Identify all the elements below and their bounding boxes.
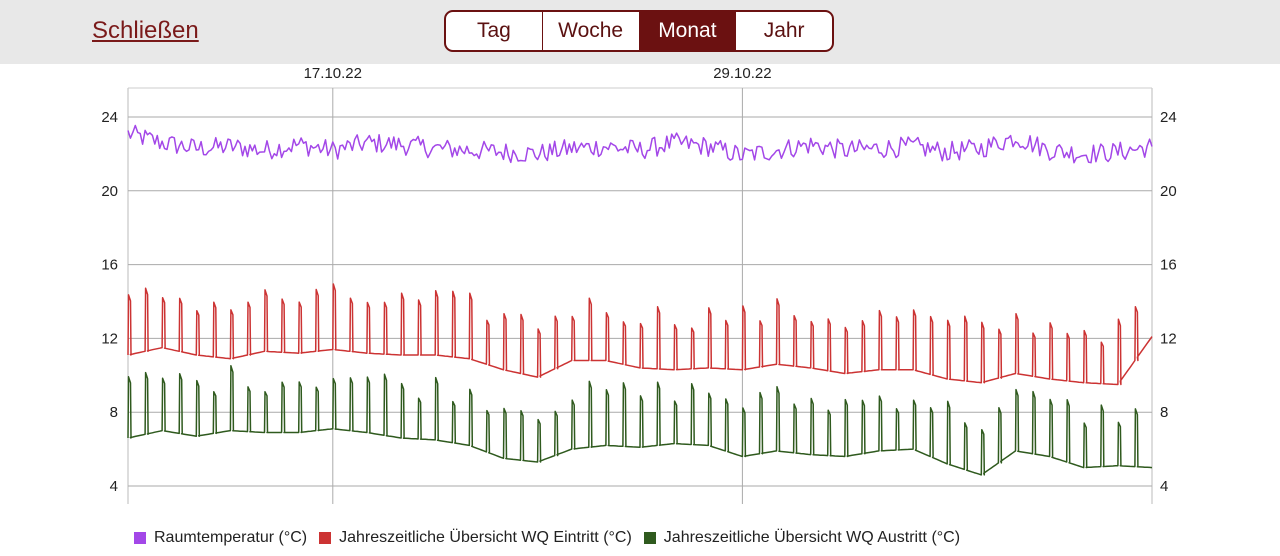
y-tick-label-right: 16 [1160,257,1177,274]
y-tick-label-right: 20 [1160,183,1177,200]
period-segmented-control: Tag Woche Monat Jahr [444,10,834,52]
series-line-1 [127,283,1153,386]
series-line-2 [127,365,1153,476]
close-link[interactable]: Schließen [92,17,199,44]
legend-item-eintritt: Jahreszeitliche Übersicht WQ Eintritt (°… [319,529,632,547]
y-tick-label-right: 4 [1160,478,1168,495]
series-line-0 [127,124,1153,164]
series-layer [127,124,1153,476]
y-tick-label-left: 20 [101,183,118,200]
tab-tag[interactable]: Tag [446,12,543,50]
y-tick-label-right: 24 [1160,109,1177,126]
tab-jahr[interactable]: Jahr [763,19,805,42]
legend-label: Raumtemperatur (°C) [154,529,308,546]
legend: Raumtemperatur (°C) Jahreszeitliche Über… [134,529,972,547]
legend-swatch [319,532,332,544]
y-tick-label-left: 4 [110,478,118,495]
y-tick-label-right: 8 [1160,404,1168,421]
legend-item-austritt: Jahreszeitliche Übersicht WQ Austritt (°… [643,529,961,547]
y-tick-label-left: 24 [101,109,118,126]
y-tick-label-left: 16 [101,257,118,274]
date-label: 17.10.22 [304,65,362,82]
label-layer: 4 4 8 8 12 12 16 16 20 20 24 24 17.10.22 29.10.22 [101,65,1176,495]
tab-monat[interactable]: Monat [639,12,737,50]
legend-swatch [643,532,656,544]
legend-swatch [134,532,146,544]
top-toolbar: Schließen Tag Woche Monat Jahr [0,0,1280,64]
y-tick-label-left: 12 [101,330,118,347]
date-label: 29.10.22 [713,65,771,82]
temperature-chart: 4 4 8 8 12 12 16 16 20 20 24 24 17.10.22 29.10.22 [101,65,1177,504]
y-tick-label-right: 12 [1160,330,1177,347]
tab-woche[interactable]: Woche [543,12,640,50]
legend-label: Jahreszeitliche Übersicht WQ Austritt (°… [663,529,961,546]
legend-label: Jahreszeitliche Übersicht WQ Eintritt (°… [339,529,632,546]
legend-item-raumtemperatur: Raumtemperatur (°C) [134,529,307,547]
y-tick-label-left: 8 [110,404,118,421]
